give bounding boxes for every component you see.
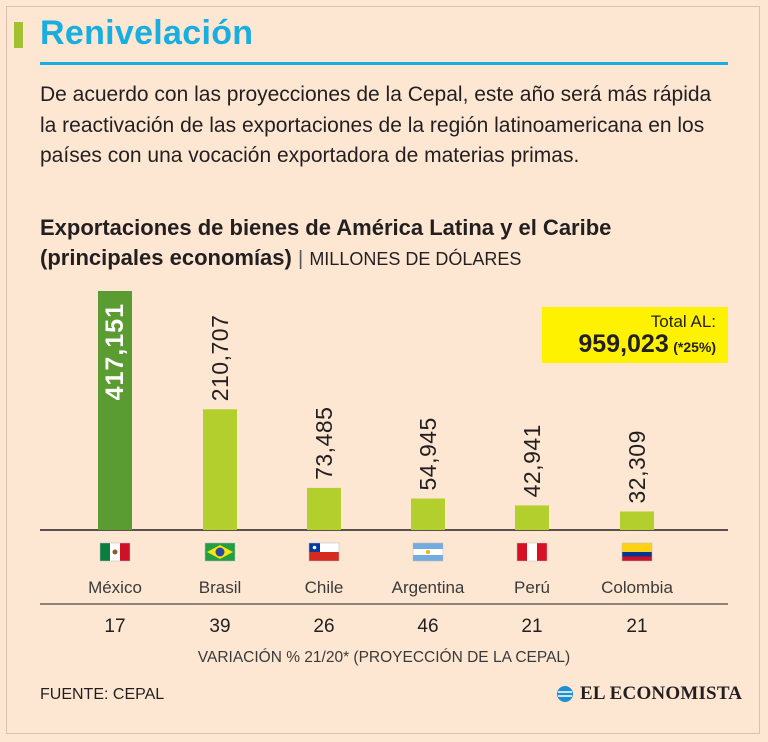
- flag-mexico-icon: [99, 542, 131, 562]
- variation-caption: VARIACIÓN % 21/20* (PROYECCIÓN DE LA CEP…: [198, 649, 570, 666]
- category-label: Perú: [514, 578, 550, 597]
- variation-value: 39: [209, 616, 230, 637]
- intro-paragraph: De acuerdo con las proyecciones de la Ce…: [40, 83, 712, 167]
- bar: [98, 291, 132, 530]
- data-label: 73,485: [311, 407, 337, 480]
- chart-title: Exportaciones de bienes de América Latin…: [40, 213, 740, 274]
- category-label: Chile: [305, 578, 344, 597]
- variation-value: 21: [521, 616, 542, 637]
- chart-title-separator: |: [297, 248, 304, 270]
- variation-value: 46: [417, 616, 438, 637]
- chart-title-main: Exportaciones de bienes de América Latin…: [40, 215, 612, 240]
- total-variation: (*25%): [673, 339, 716, 355]
- data-label: 32,309: [624, 430, 650, 503]
- chart-title-sub: (principales economías): [40, 245, 292, 270]
- total-label: Total AL:: [650, 312, 716, 331]
- title-rule: [40, 62, 728, 65]
- title-accent-bar: [14, 22, 23, 48]
- source-note: FUENTE: CEPAL: [40, 686, 165, 703]
- data-label: 417,151: [101, 303, 129, 400]
- bar: [515, 505, 549, 530]
- data-label: 54,945: [415, 417, 441, 490]
- bar: [620, 511, 654, 530]
- bar: [411, 498, 445, 530]
- chart-units: MILLONES DE DÓLARES: [309, 249, 522, 269]
- bar: [203, 409, 237, 530]
- category-label: Brasil: [199, 578, 242, 597]
- variation-value: 17: [104, 616, 125, 637]
- category-label: México: [88, 578, 142, 597]
- variation-value: 26: [313, 616, 334, 637]
- flag-argentina-icon: [412, 542, 444, 562]
- brand-globe-icon: [557, 686, 573, 702]
- flag-chile-icon: [308, 542, 340, 562]
- brand-logo: EL ECONOMISTA: [556, 683, 742, 705]
- data-label: 210,707: [207, 315, 233, 402]
- flag-colombia-icon: [621, 542, 653, 562]
- data-label: 42,941: [519, 424, 545, 497]
- total-value: 959,023: [578, 330, 669, 358]
- frame-border: [6, 6, 760, 734]
- flag-brasil-icon: [204, 542, 236, 562]
- flag-peru-icon: [516, 542, 548, 562]
- total-box: Total AL: 959,023 (*25%): [542, 307, 728, 363]
- variation-value: 21: [626, 616, 647, 637]
- brand-name: EL ECONOMISTA: [580, 683, 743, 704]
- category-label: Colombia: [601, 578, 673, 597]
- bar: [307, 487, 341, 530]
- category-label: Argentina: [392, 578, 465, 597]
- page-title: Renivelación: [40, 14, 254, 52]
